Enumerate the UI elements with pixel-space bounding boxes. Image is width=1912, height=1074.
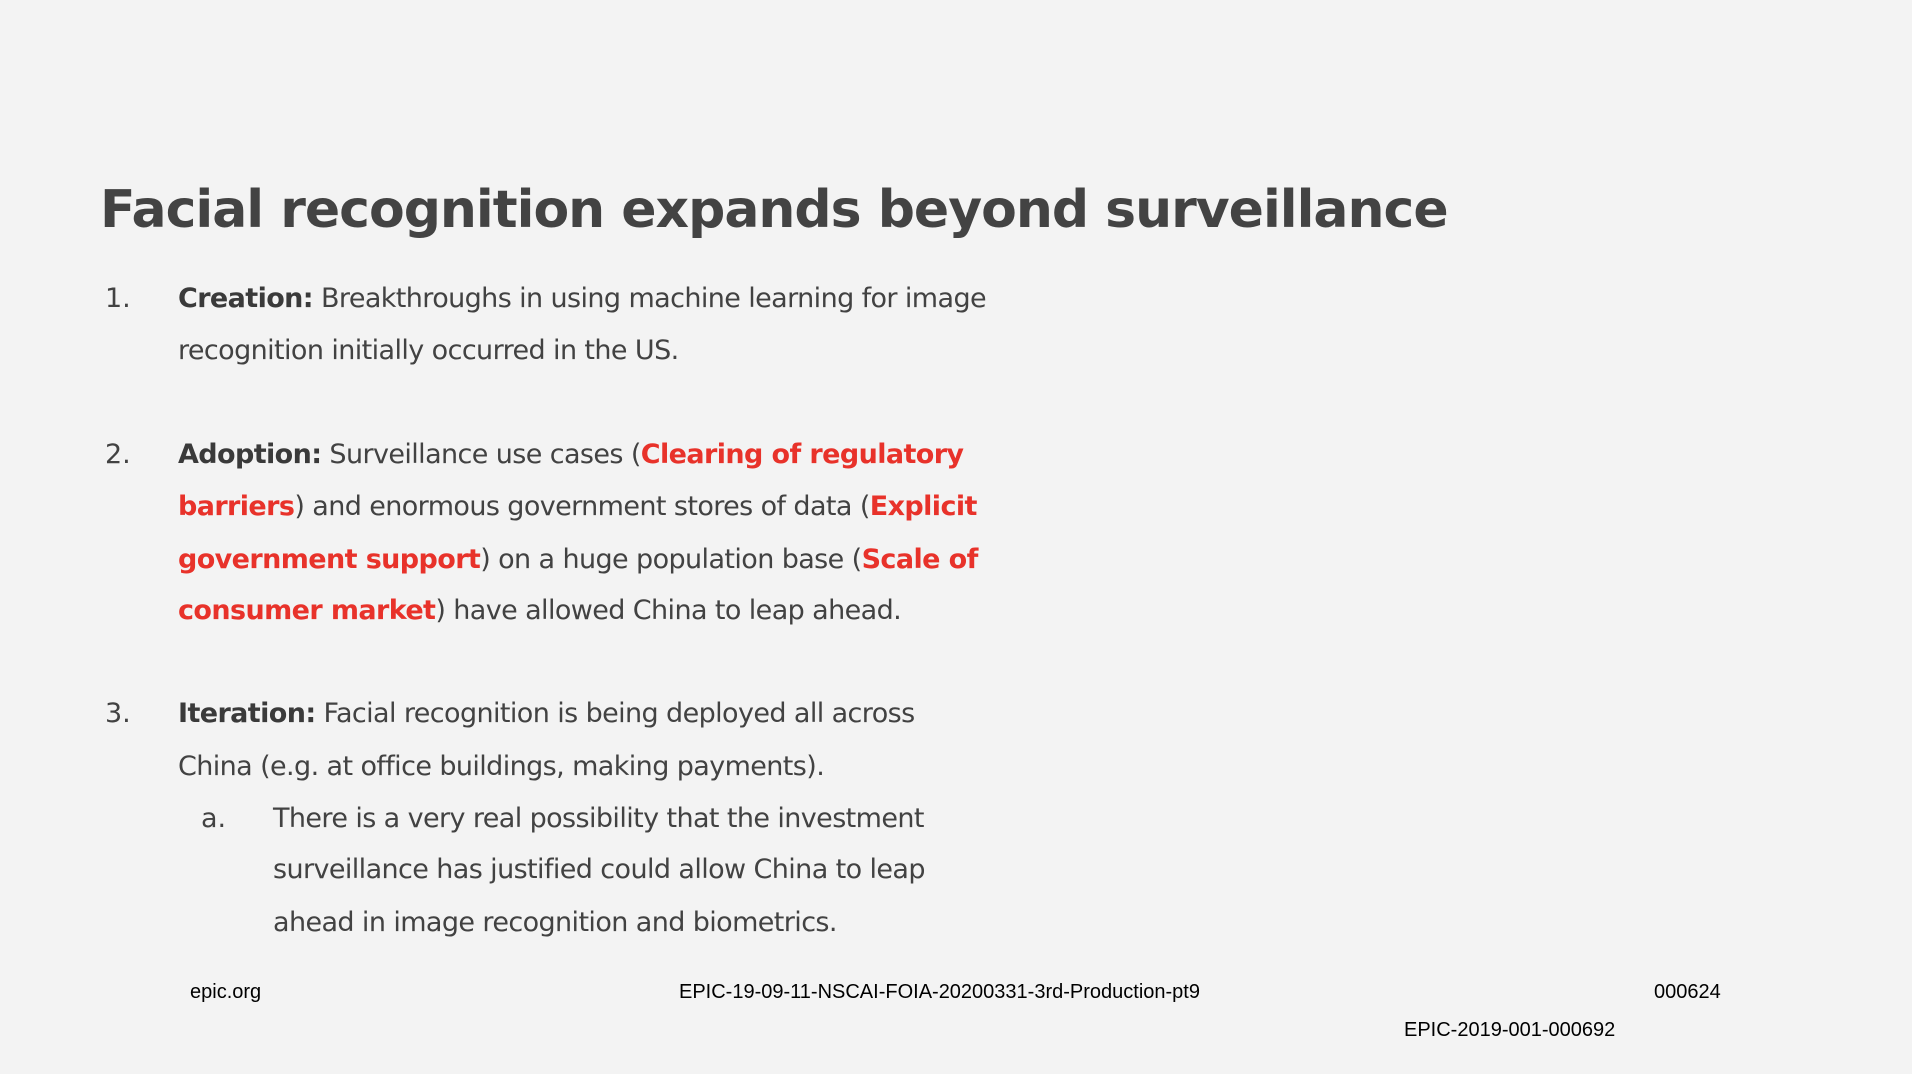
highlight-text: consumer market (178, 595, 436, 626)
footer-page-number: 000624 (1654, 981, 1721, 1003)
list-item-line: ahead in image recognition and biometric… (273, 905, 837, 941)
highlight-text: Explicit (869, 491, 978, 522)
list-item-line: barriers) and enormous government stores… (178, 489, 977, 525)
item-text: Facial recognition is being deployed all… (315, 698, 916, 729)
list-item-line: There is a very real possibility that th… (273, 801, 924, 837)
list-item-line: recognition initially occurred in the US… (178, 333, 679, 369)
list-item-line: consumer market) have allowed China to l… (178, 593, 902, 629)
list-item-line: government support) on a huge population… (178, 542, 978, 578)
highlight-text: Scale of (861, 544, 979, 575)
footer-production-id: EPIC-19-09-11-NSCAI-FOIA-20200331-3rd-Pr… (679, 981, 1200, 1003)
item-text: There is a very real possibility that th… (273, 803, 924, 834)
footer-site: epic.org (190, 981, 262, 1003)
item-text: ) have allowed China to leap ahead. (435, 595, 902, 626)
item-heading: Creation: (178, 283, 314, 314)
item-heading: Iteration: (178, 698, 316, 729)
item-text: China (e.g. at office buildings, making … (178, 751, 825, 782)
item-text: ) on a huge population base ( (480, 544, 862, 575)
list-marker: 3. (105, 698, 131, 729)
highlight-text: Clearing of regulatory (640, 439, 964, 470)
item-text: surveillance has justified could allow C… (273, 854, 926, 885)
item-text: recognition initially occurred in the US… (178, 335, 679, 366)
item-heading: Adoption: (178, 439, 322, 470)
slide-title: Facial recognition expands beyond survei… (100, 180, 1449, 240)
item-text: ahead in image recognition and biometric… (273, 907, 837, 938)
list-item-line: China (e.g. at office buildings, making … (178, 749, 825, 785)
list-marker: 2. (105, 439, 131, 470)
footer-bates-number: EPIC-2019-001-000692 (1404, 1019, 1616, 1041)
list-marker: 1. (105, 283, 131, 314)
list-marker: a. (201, 803, 227, 834)
list-item-line: Adoption: Surveillance use cases (Cleari… (178, 437, 964, 473)
item-text: Breakthroughs in using machine learning … (313, 283, 987, 314)
list-item-line: Creation: Breakthroughs in using machine… (178, 281, 987, 317)
item-text: Surveillance use cases ( (321, 439, 641, 470)
list-item-line: Iteration: Facial recognition is being d… (178, 696, 915, 732)
highlight-text: barriers (178, 491, 295, 522)
highlight-text: government support (178, 544, 481, 575)
list-item-line: surveillance has justified could allow C… (273, 852, 926, 888)
item-text: ) and enormous government stores of data… (294, 491, 870, 522)
